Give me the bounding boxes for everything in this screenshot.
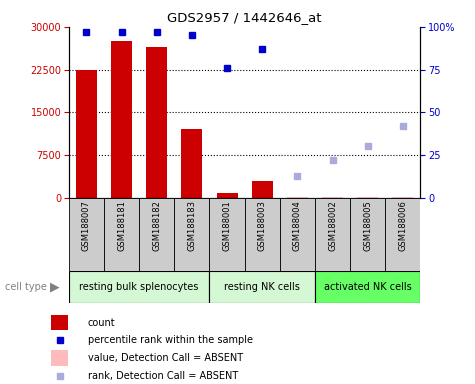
FancyBboxPatch shape [139,198,174,271]
Text: GSM188181: GSM188181 [117,200,126,251]
FancyBboxPatch shape [315,271,420,303]
Text: GSM188006: GSM188006 [399,200,407,251]
Bar [76,70,97,198]
Bar [357,197,378,198]
Bar [51,315,68,330]
FancyBboxPatch shape [280,198,315,271]
Bar [392,197,413,198]
Text: GSM188001: GSM188001 [223,200,231,251]
FancyBboxPatch shape [385,198,420,271]
Text: GSM188182: GSM188182 [152,200,161,251]
Text: count: count [88,318,115,328]
FancyBboxPatch shape [245,198,280,271]
Bar [322,197,343,198]
Title: GDS2957 / 1442646_at: GDS2957 / 1442646_at [167,11,322,24]
Text: resting NK cells: resting NK cells [224,282,300,292]
FancyBboxPatch shape [350,198,385,271]
Text: GSM188002: GSM188002 [328,200,337,251]
Text: GSM188005: GSM188005 [363,200,372,251]
FancyBboxPatch shape [209,198,245,271]
Bar [287,197,308,198]
Text: GSM188007: GSM188007 [82,200,91,251]
Bar [111,41,132,198]
FancyBboxPatch shape [69,198,104,271]
Text: resting bulk splenocytes: resting bulk splenocytes [79,282,199,292]
Text: GSM188004: GSM188004 [293,200,302,251]
Text: activated NK cells: activated NK cells [324,282,411,292]
FancyBboxPatch shape [104,198,139,271]
Bar [51,350,68,366]
Text: value, Detection Call = ABSENT: value, Detection Call = ABSENT [88,353,243,363]
Bar [217,193,238,198]
Bar [181,129,202,198]
Text: percentile rank within the sample: percentile rank within the sample [88,335,253,345]
FancyBboxPatch shape [315,198,350,271]
Text: cell type: cell type [5,282,47,292]
FancyBboxPatch shape [209,271,315,303]
Text: ▶: ▶ [50,280,59,293]
FancyBboxPatch shape [174,198,209,271]
Text: GSM188183: GSM188183 [188,200,196,251]
Text: GSM188003: GSM188003 [258,200,266,251]
Text: rank, Detection Call = ABSENT: rank, Detection Call = ABSENT [88,371,238,381]
Bar [252,181,273,198]
FancyBboxPatch shape [69,271,209,303]
Bar [146,47,167,198]
